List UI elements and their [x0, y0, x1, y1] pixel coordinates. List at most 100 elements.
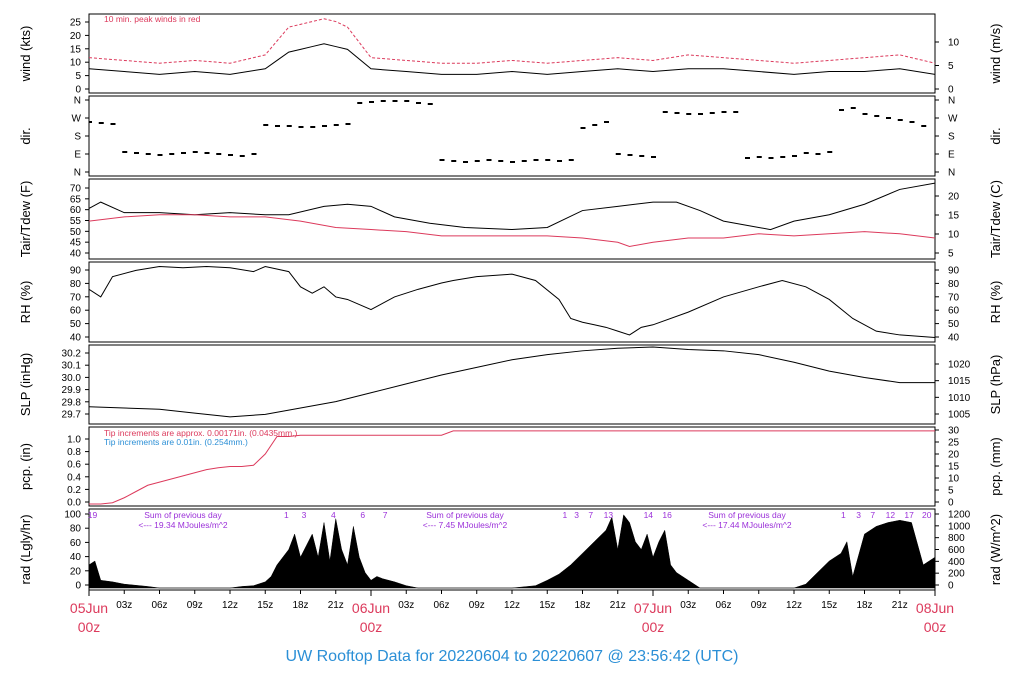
dir-point	[686, 113, 692, 115]
dir-plot	[89, 100, 927, 163]
dir-point	[615, 153, 621, 155]
slp-ytick-label-left: 29.8	[62, 397, 82, 408]
temp-ytick-label-right: 15	[948, 211, 960, 222]
rad-hour-mark: 17	[904, 510, 914, 520]
rad-hour-mark: 14	[644, 510, 654, 520]
slp-plot	[89, 346, 935, 418]
rad-sum-label: Sum of previous day	[144, 510, 222, 520]
rad-ylabel-left: rad (Lgly/hr)	[18, 514, 33, 584]
rad-sum-value: <--- 19.34 MJoules/m^2	[138, 520, 228, 530]
dir-point	[721, 111, 727, 113]
temp-ytick-label-left: 55	[70, 216, 82, 227]
temp-ytick-label-left: 50	[70, 227, 82, 238]
pcp-ytick-label-left: 0.6	[67, 460, 81, 471]
rad-hour-mark: 19	[88, 510, 98, 520]
dir-point	[486, 159, 492, 161]
dir-point	[909, 121, 915, 123]
pcp-ytick-label-left: 0.0	[67, 498, 81, 509]
dir-frame	[88, 95, 936, 177]
temp-ylabel-left: Tair/Tdew (F)	[18, 181, 33, 258]
slp-frame	[88, 344, 936, 425]
rh-plot	[89, 266, 935, 338]
dir-ylabel-right: dir.	[988, 127, 1003, 144]
dir-point	[545, 159, 551, 161]
pcp-ylabel-left: pcp. (in)	[18, 443, 33, 490]
x-tick-label: 06z	[433, 600, 449, 611]
panel-rh: 40 50 60 70 80 90 40 50 60 70 80 90 RH (%) RH (%)	[18, 261, 1003, 344]
x-tick-label: 21z	[892, 600, 908, 611]
dir-ytick-label-right: N	[948, 168, 955, 179]
x-tick-label: 09z	[751, 600, 767, 611]
x-day-hour: 00z	[78, 619, 101, 635]
rad-hour-mark: 12	[886, 510, 896, 520]
wind-series-wind	[89, 43, 935, 75]
x-tick-label: 03z	[116, 600, 132, 611]
temp-ytick-label-left: 60	[70, 205, 82, 216]
pcp-ytick-label-right: 30	[948, 426, 960, 437]
pcp-ytick-label-right: 20	[948, 450, 960, 461]
rh-ytick-label-right: 90	[948, 266, 960, 277]
temp-ytick-label-left: 65	[70, 194, 82, 205]
dir-ytick-label-right: S	[948, 132, 955, 143]
rad-hour-mark: 1	[284, 510, 289, 520]
rad-area	[89, 514, 935, 589]
dir-point	[251, 153, 257, 155]
x-tick-label: 06z	[715, 600, 731, 611]
rad-ytick-label-right: 1200	[948, 510, 971, 521]
temp-series-tair	[89, 182, 935, 231]
dir-point	[803, 152, 809, 154]
dir-ytick-label-right: E	[948, 150, 955, 161]
dir-point	[239, 155, 245, 157]
x-tick-label: 21z	[610, 600, 626, 611]
dir-ytick-label-right: N	[948, 96, 955, 107]
rad-ytick-label-left: 100	[64, 510, 81, 521]
rh-ylabel-left: RH (%)	[18, 281, 33, 324]
dir-point	[921, 125, 927, 127]
pcp-annotation-tip: Tip increments are 0.01in. (0.254mm.)	[104, 437, 248, 447]
wind-ytick-label-left: 10	[70, 58, 82, 69]
wind-ytick-label-left: 25	[70, 18, 82, 29]
rh-ytick-label-right: 50	[948, 319, 960, 330]
dir-point	[451, 160, 457, 162]
dir-point	[733, 111, 739, 113]
dir-point	[181, 152, 186, 154]
temp-ytick-label-right: 10	[948, 230, 960, 241]
dir-point	[298, 126, 304, 128]
dir-point	[510, 161, 515, 163]
dir-point	[333, 124, 339, 126]
rad-ytick-label-right: 0	[948, 581, 954, 592]
dir-point	[839, 109, 844, 111]
rad-hour-mark: 13	[604, 510, 614, 520]
x-tick-label: 15z	[539, 600, 555, 611]
rad-ytick-label-right: 200	[948, 569, 965, 580]
wind-ytick-label-right: 10	[948, 38, 960, 49]
dir-point	[145, 153, 151, 155]
wind-ytick-label-left: 0	[75, 85, 81, 96]
dir-point	[639, 155, 645, 157]
dir-point	[157, 154, 163, 156]
dir-point	[404, 100, 410, 102]
dir-ytick-label-left: N	[74, 168, 81, 179]
dir-point	[533, 159, 539, 161]
dir-ylabel-left: dir.	[18, 127, 33, 144]
rh-ytick-label-right: 70	[948, 292, 960, 303]
dir-ytick-label-left: S	[74, 132, 81, 143]
dir-point	[345, 123, 351, 125]
dir-point	[592, 124, 598, 126]
slp-ytick-label-left: 30.2	[62, 349, 82, 360]
temp-ytick-label-left: 45	[70, 238, 82, 249]
dir-point	[874, 115, 880, 117]
dir-point	[392, 100, 398, 102]
wind-ytick-label-left: 5	[75, 71, 81, 82]
dir-point	[862, 113, 868, 115]
rh-ytick-label-right: 40	[948, 333, 960, 344]
pcp-ytick-label-left: 0.8	[67, 447, 81, 458]
x-day-hour: 00z	[924, 619, 947, 635]
temp-ytick-label-right: 20	[948, 192, 960, 203]
wind-plot	[89, 18, 935, 75]
pcp-annotation-approx: Tip increments are approx. 0.00171in. (0…	[104, 428, 298, 438]
rh-frame	[88, 261, 936, 343]
